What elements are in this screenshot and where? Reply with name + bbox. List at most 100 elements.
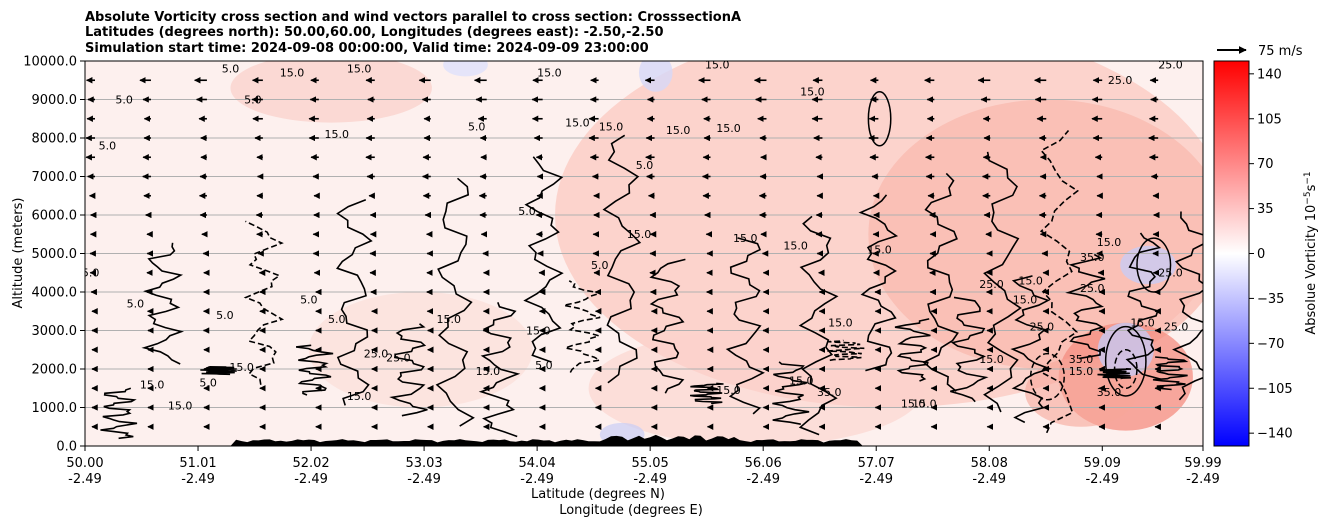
contour-line-13 (689, 382, 724, 405)
contour-label-59: 5.0 (222, 63, 240, 76)
x-tick-lat-5: 55.05 (632, 456, 669, 471)
colorbar-tick-label-5: −35 (1257, 292, 1284, 307)
x-tick-lon-1: -2.49 (181, 472, 215, 487)
contour-line-9 (523, 156, 564, 363)
contour-line-21 (950, 296, 989, 403)
contour-label-28: 15.0 (716, 384, 741, 397)
contour-label-17: 5.0 (535, 359, 553, 372)
contour-label-26: 15.0 (867, 244, 892, 257)
x-axis-ticks: 50.00-2.4951.01-2.4952.02-2.4953.03-2.49… (66, 446, 1222, 487)
contour-label-2: 5.0 (82, 267, 100, 280)
contour-loop-1 (1113, 349, 1138, 389)
x-tick-lon-6: -2.49 (746, 472, 780, 487)
x-tick-lat-10: 59.99 (1184, 456, 1221, 471)
contour-label-38: 15.0 (1130, 317, 1155, 330)
wind-vectors (85, 77, 1161, 430)
contour-label-36: 15.0 (1069, 365, 1094, 378)
x-tick-lon-10: -2.49 (1186, 472, 1220, 487)
vorticity-patch-6 (308, 292, 533, 408)
contour-label-15: 5.0 (518, 205, 536, 218)
x-tick-lon-2: -2.49 (294, 472, 328, 487)
x-tick-lat-0: 50.00 (66, 456, 103, 471)
x-tick-lat-4: 54.04 (519, 456, 556, 471)
contour-loop-0 (1104, 325, 1147, 397)
contour-line-18 (858, 194, 899, 372)
x-axis-label-longitude: Longitude (degrees E) (559, 503, 703, 518)
contour-label-55: 15.0 (537, 66, 562, 79)
contour-label-18: 15.0 (565, 116, 590, 129)
contour-label-22: 15.0 (716, 122, 741, 135)
contour-line-11 (602, 134, 642, 384)
contour-line-10 (562, 280, 602, 373)
y-axis-label: Altitude (meters) (11, 198, 26, 309)
colorbar: 140 105 70 35 0 −35 −70 −105 −140 Absolue Vortic… (1213, 60, 1319, 447)
contour-label-43: 15.0 (901, 398, 926, 411)
contour-line-17 (827, 339, 865, 362)
x-tick-lon-8: -2.49 (972, 472, 1006, 487)
contour-label-4: 5.0 (216, 309, 234, 322)
contour-label-16: 15.0 (526, 324, 551, 337)
contour-loop-2 (1136, 237, 1172, 293)
colorbar-tick-label-0: 140 (1257, 67, 1282, 82)
vorticity-patch-1 (868, 99, 1203, 369)
contour-line-0 (100, 387, 138, 440)
contour-label-51: 25.0 (1158, 59, 1183, 72)
contour-label-5: 5.0 (244, 93, 262, 106)
x-tick-lat-2: 52.02 (292, 456, 329, 471)
contour-label-37: 15.0 (1097, 236, 1122, 249)
contour-label-56: 15.0 (705, 59, 730, 72)
contour-label-14: 5.0 (468, 120, 486, 133)
contour-line-28 (1152, 356, 1189, 391)
contour-lines (100, 91, 1203, 440)
contour-line-5 (336, 199, 373, 406)
terrain (85, 434, 1203, 446)
contour-label-23: 15.0 (733, 232, 758, 245)
y-tick-label-2: 2000.0 (32, 363, 78, 378)
contour-label-57: 15.0 (800, 86, 825, 99)
terrain-profile (85, 434, 1203, 446)
x-tick-lon-3: -2.49 (407, 472, 441, 487)
x-tick-lon-9: -2.49 (1085, 472, 1119, 487)
contour-label-58: 15.0 (347, 63, 372, 76)
contour-label-46: 15.0 (476, 365, 501, 378)
quiver-key: 75 m/s (1217, 44, 1303, 59)
y-tick-label-1: 1000.0 (32, 401, 78, 416)
contour-label-45: 5.0 (591, 259, 609, 272)
contour-label-44: 5.0 (636, 159, 654, 172)
contour-line-7 (435, 177, 475, 427)
x-axis-label-latitude: Latitude (degrees N) (531, 487, 665, 502)
contour-label-41: 35.0 (1097, 386, 1122, 399)
y-tick-label-10: 10000.0 (23, 55, 77, 70)
x-tick-lat-1: 51.01 (179, 456, 216, 471)
contour-label-33: 25.0 (979, 278, 1004, 291)
quiver-key-label: 75 m/s (1258, 44, 1303, 59)
contour-label-49: 15.0 (168, 399, 193, 412)
colorbar-tick-label-2: 70 (1257, 157, 1274, 172)
contour-label-21: 15.0 (666, 124, 691, 137)
colorbar-tick-label-4: 0 (1257, 247, 1265, 262)
contour-line-12 (649, 258, 686, 394)
y-axis-ticks: 0.0 1000.0 2000.0 3000.0 4000.0 5000.0 6000.0 7… (23, 55, 85, 455)
y-tick-label-3: 3000.0 (32, 324, 78, 339)
contour-label-12: 25.0 (386, 351, 411, 364)
contour-label-13: 15.0 (436, 313, 461, 326)
y-tick-label-7: 7000.0 (32, 170, 78, 185)
vorticity-field (230, 61, 1203, 446)
contour-line-15 (772, 361, 810, 425)
contour-line-14 (725, 237, 765, 415)
y-tick-label-6: 6000.0 (32, 209, 78, 224)
contour-label-10: 15.0 (229, 361, 254, 374)
contour-labels: 5.0 5.0 5.0 5.0 5.0 5.0 15.0 15.0 5.0 5.0 15.0 25.0… (82, 59, 1188, 412)
x-tick-lat-8: 58.08 (971, 456, 1008, 471)
contour-line-22 (983, 151, 1022, 413)
chart-title-line-2: Latitudes (degrees north): 50.00,60.00, … (85, 25, 664, 40)
vorticity-patch-8 (1120, 245, 1177, 285)
contour-label-19: 15.0 (599, 120, 624, 133)
contour-loop-3 (1029, 352, 1065, 401)
y-tick-label-8: 8000.0 (32, 132, 78, 147)
vorticity-patch-10 (638, 61, 673, 92)
contour-label-42: 35.0 (817, 386, 842, 399)
contour-label-0: 5.0 (115, 93, 133, 106)
x-tick-lon-4: -2.49 (520, 472, 554, 487)
